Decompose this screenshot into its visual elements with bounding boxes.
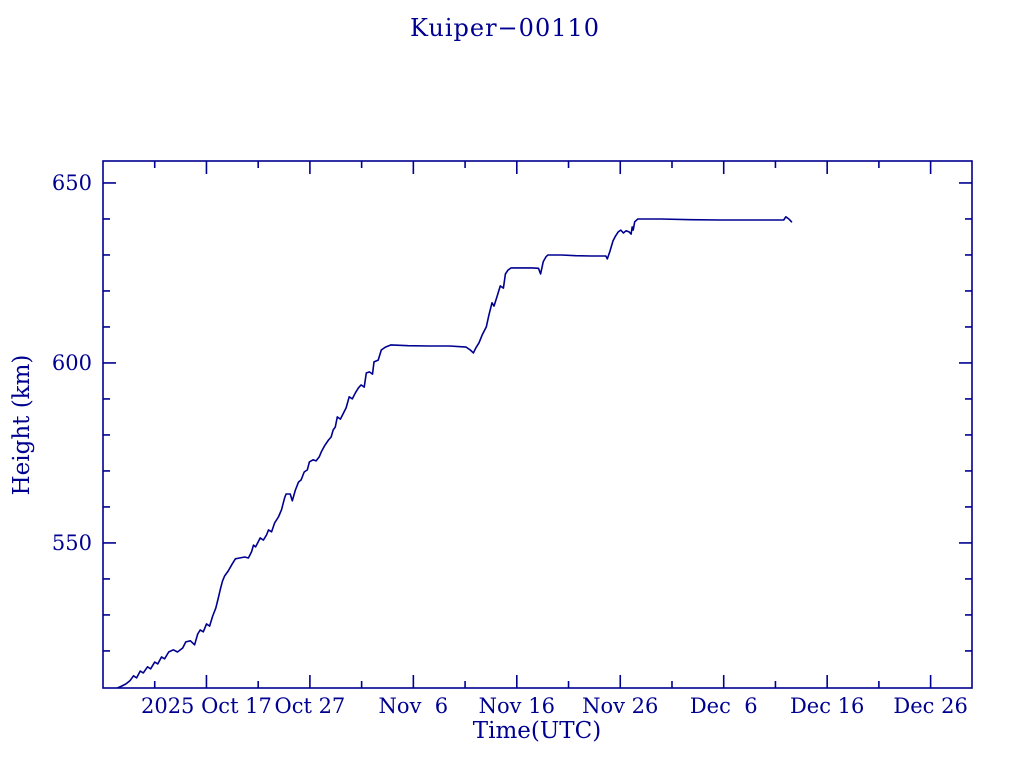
x-tick-label: Oct 27 [274,694,346,718]
x-tick-label: Dec 6 [689,694,758,718]
data-line [117,216,793,689]
x-tick-label: Dec 26 [893,694,968,718]
x-tick-label: Nov 16 [478,694,555,718]
x-tick-label: Nov 26 [582,694,659,718]
x-tick-label: Nov 6 [378,694,449,718]
chart-title: Kuiper−00110 [409,14,601,42]
plot-border [102,160,973,689]
x-tick-label: 2025 Oct 17 [140,694,272,718]
x-axis-title: Time(UTC) [472,718,602,744]
y-tick-label: 600 [51,350,92,375]
y-tick-label: 650 [51,170,92,195]
y-tick-label: 550 [51,530,92,555]
x-tick-label: Dec 16 [789,694,865,718]
